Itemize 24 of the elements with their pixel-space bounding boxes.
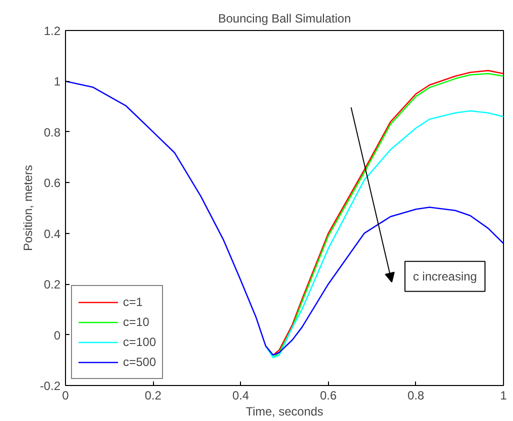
line-series bbox=[265, 110, 504, 358]
y-tick-label: 1.2 bbox=[44, 24, 61, 38]
legend-label: c=100 bbox=[123, 335, 156, 349]
legend-label: c=1 bbox=[123, 295, 143, 309]
y-tick-label: 0.2 bbox=[44, 278, 61, 292]
y-axis-title: Position, meters bbox=[20, 164, 35, 252]
x-tick-label: 0.8 bbox=[408, 388, 425, 402]
x-tick-label: 0.6 bbox=[320, 388, 337, 402]
x-tick-label: 0.4 bbox=[232, 388, 250, 402]
legend-label: c=10 bbox=[123, 315, 150, 329]
y-tick-label: 0.6 bbox=[44, 176, 61, 190]
x-tick-label: 1 bbox=[500, 388, 508, 402]
y-tick-label: 1 bbox=[54, 74, 61, 89]
chart-title: Bouncing Ball Simulation bbox=[218, 12, 351, 26]
x-tick-label: 0.2 bbox=[144, 388, 162, 402]
y-tick-label: 0 bbox=[54, 328, 61, 342]
legend-label: c=500 bbox=[123, 355, 156, 369]
y-tick-label: 0.4 bbox=[44, 226, 61, 241]
annotation: c increasing bbox=[412, 269, 477, 284]
x-axis-title: Time, seconds bbox=[246, 404, 324, 418]
y-tick-label: -0.2 bbox=[40, 379, 61, 393]
y-tick-label: 0.8 bbox=[44, 125, 61, 140]
line-series bbox=[66, 80, 504, 356]
x-tick-label: 0 bbox=[62, 388, 70, 402]
